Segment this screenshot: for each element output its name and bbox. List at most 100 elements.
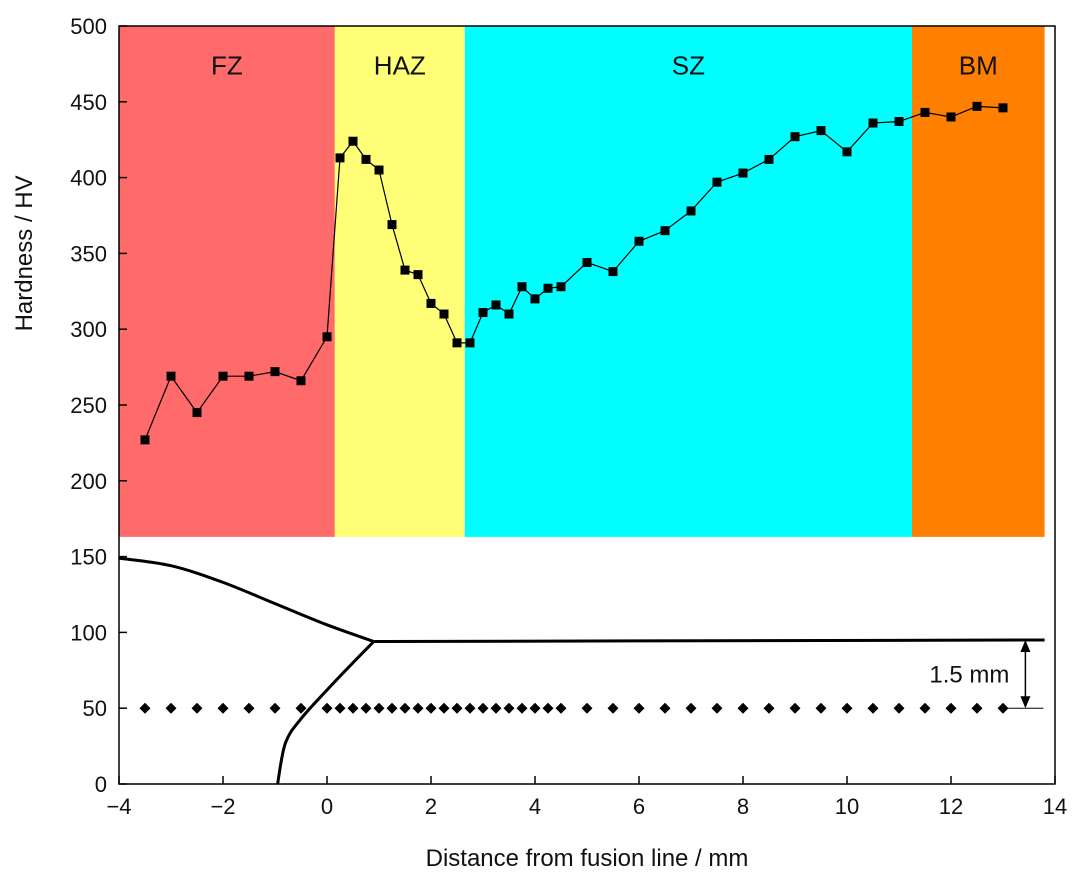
zone-backgrounds <box>119 26 1045 537</box>
hardness-point <box>686 206 696 216</box>
test-point-marker <box>633 702 645 714</box>
test-point-marker <box>659 702 671 714</box>
hardness-point <box>816 126 826 136</box>
y-tick-label: 450 <box>70 90 107 115</box>
hardness-point <box>582 257 592 267</box>
hardness-point <box>348 136 358 146</box>
hardness-point <box>400 265 410 275</box>
x-tick-label: 6 <box>633 794 645 819</box>
axes: −4 −2 0 2 4 6 8 10 12 14 0 50 100 150 200 250 300 350 400 4… <box>70 14 1067 819</box>
hardness-point <box>608 267 618 277</box>
test-point-marker <box>347 702 359 714</box>
test-point-marker <box>425 702 437 714</box>
test-point-marker <box>542 702 554 714</box>
y-tick-label: 350 <box>70 241 107 266</box>
hardness-point <box>439 309 449 319</box>
test-point-marker <box>919 702 931 714</box>
test-point-marker <box>555 702 567 714</box>
hardness-point <box>712 177 722 187</box>
test-point-marker <box>165 702 177 714</box>
test-point-marker <box>412 702 424 714</box>
test-point-marker <box>867 702 879 714</box>
hardness-point <box>998 103 1008 113</box>
y-tick-label: 150 <box>70 545 107 570</box>
test-point-marker <box>503 702 515 714</box>
y-tick-label: 0 <box>95 772 107 797</box>
test-point-marker <box>386 702 398 714</box>
test-point-marker <box>815 702 827 714</box>
hardness-point <box>530 294 540 304</box>
test-point-marker <box>139 702 151 714</box>
y-axis-title: Hardness / HV <box>11 175 38 331</box>
test-point-marker <box>334 702 346 714</box>
test-point-marker <box>321 702 333 714</box>
test-point-marker <box>373 702 385 714</box>
hardness-point <box>218 371 228 381</box>
test-point-marker <box>243 702 255 714</box>
hardness-point <box>387 220 397 230</box>
x-tick-label: 2 <box>425 794 437 819</box>
x-tick-label: 8 <box>737 794 749 819</box>
test-point-marker <box>217 702 229 714</box>
y-tick-label: 400 <box>70 166 107 191</box>
x-tick-label: 12 <box>939 794 963 819</box>
hardness-point <box>166 371 176 381</box>
x-tick-label: 10 <box>835 794 859 819</box>
test-point-marker <box>763 702 775 714</box>
test-point-marker <box>841 702 853 714</box>
hardness-point <box>452 338 462 348</box>
hardness-point <box>361 154 371 164</box>
depth-annotation: 1.5 mm <box>929 639 1044 709</box>
hardness-point <box>920 107 930 117</box>
zone-haz <box>334 26 465 537</box>
hardness-point <box>413 270 423 280</box>
hardness-point <box>517 282 527 292</box>
hardness-point <box>634 236 644 246</box>
hardness-point <box>465 338 475 348</box>
hardness-point <box>322 332 332 342</box>
test-point-marker <box>295 702 307 714</box>
test-point-marker <box>971 702 983 714</box>
hardness-point <box>868 118 878 128</box>
test-point-marker <box>451 702 463 714</box>
test-point-marker <box>529 702 541 714</box>
hardness-point <box>504 309 514 319</box>
test-point-marker <box>191 702 203 714</box>
y-tick-label: 300 <box>70 317 107 342</box>
test-point-marker <box>490 702 502 714</box>
zone-bm <box>912 26 1045 537</box>
depth-label: 1.5 mm <box>929 661 1009 688</box>
x-tick-label: 14 <box>1043 794 1067 819</box>
y-tick-label: 200 <box>70 469 107 494</box>
hardness-point <box>192 408 202 418</box>
hardness-point <box>556 282 566 292</box>
test-point-marker <box>945 702 957 714</box>
hardness-point <box>946 112 956 122</box>
weld-top-surface <box>373 638 1045 643</box>
y-tick-label: 250 <box>70 393 107 418</box>
zone-labels: FZ HAZ SZ BM <box>211 51 998 81</box>
hardness-point <box>738 168 748 178</box>
test-point-marker <box>477 702 489 714</box>
hardness-point <box>426 298 436 308</box>
zone-sz <box>464 26 912 537</box>
hardness-point <box>764 154 774 164</box>
test-point-marker <box>399 702 411 714</box>
hardness-point <box>894 117 904 127</box>
hardness-series <box>140 101 1008 445</box>
zone-label-haz: HAZ <box>374 51 426 81</box>
x-axis-title: Distance from fusion line / mm <box>426 845 749 872</box>
x-tick-label: 0 <box>321 794 333 819</box>
test-points <box>139 702 1009 714</box>
test-point-marker <box>516 702 528 714</box>
test-point-marker <box>581 702 593 714</box>
hardness-point <box>972 101 982 111</box>
hardness-point <box>543 283 553 293</box>
test-point-marker <box>789 702 801 714</box>
test-point-marker <box>893 702 905 714</box>
test-point-marker <box>997 702 1009 714</box>
y-tick-label: 50 <box>83 696 107 721</box>
y-tick-label: 100 <box>70 620 107 645</box>
hardness-point <box>842 147 852 157</box>
